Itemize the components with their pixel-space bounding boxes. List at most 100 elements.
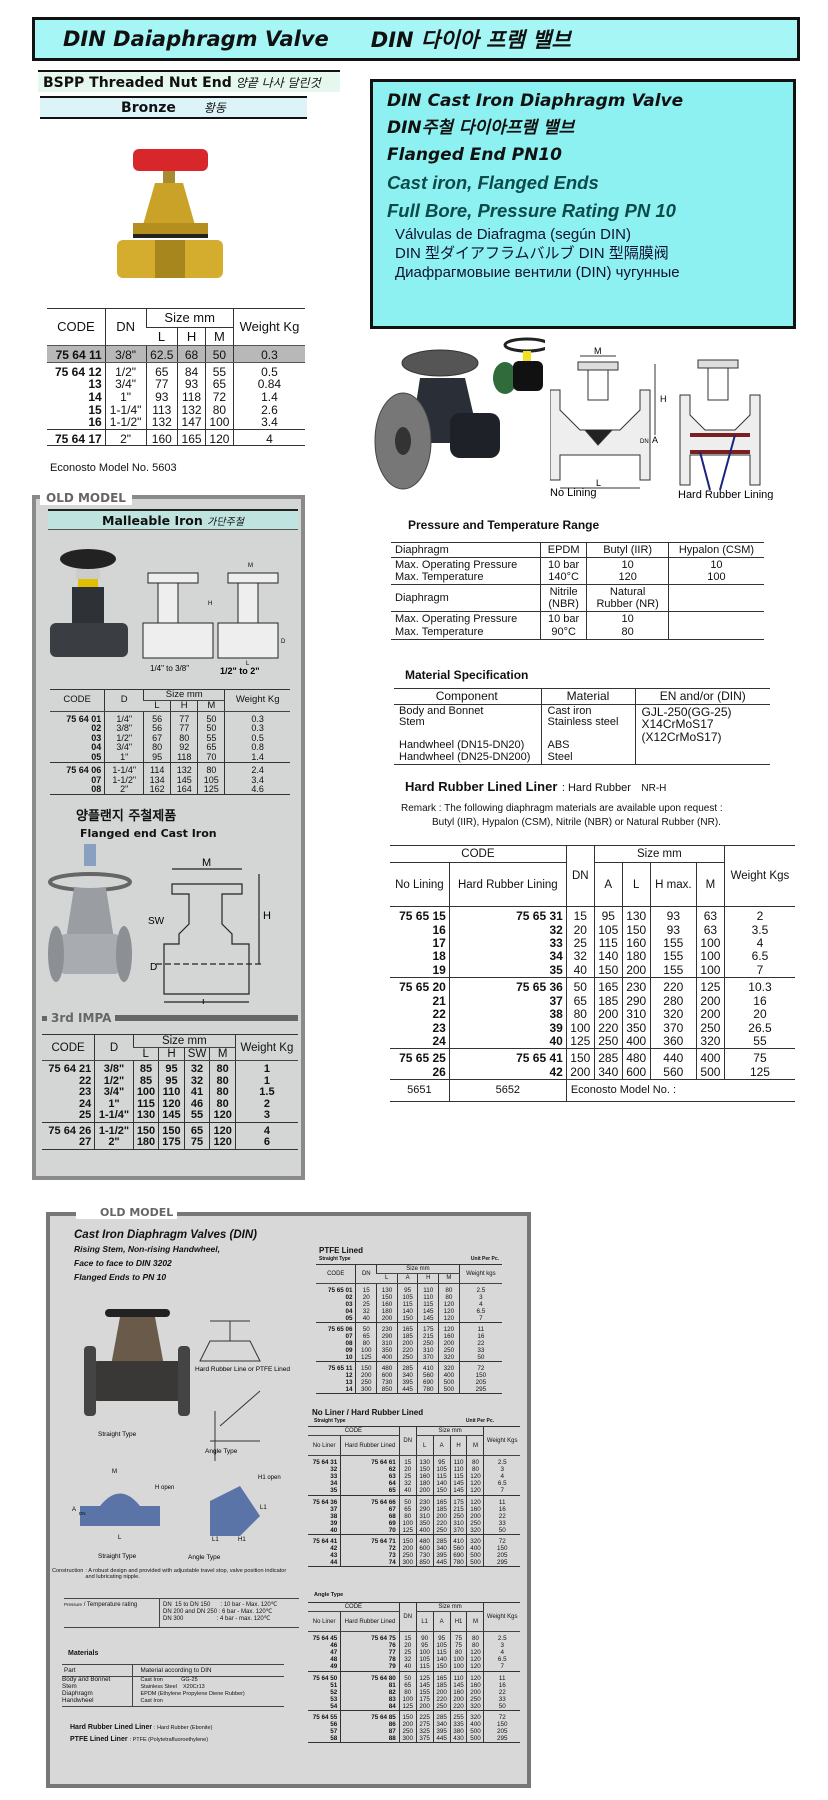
construction-label: Construction [52,1568,84,1574]
code-cell: 57 [330,1727,338,1735]
table-cell: 480 [376,1361,398,1373]
table-cell: 120 [438,1307,460,1315]
dim-dn: DN [79,1511,86,1516]
table-cell: 15 [355,1283,377,1294]
table-cell: 850 [415,1558,434,1567]
table-cell: 95 [158,1060,185,1076]
table-cell: 32 [565,949,595,964]
table-cell: 145 [158,1110,185,1123]
table-row: 08 2" 162 164 125 4.6 [50,784,290,795]
table-cell: 93 [649,906,697,924]
col-h: H [170,700,198,712]
table-cell: 295 [483,1734,520,1743]
table-cell: 175 [415,1695,434,1703]
table-cell: 93 [177,378,206,392]
bronze-model-no: Econosto Model No. 5603 [50,462,177,474]
col-hr: Hard Rubber Lined [340,1435,400,1457]
malleable-valve-images: 1/4" to 3/8" 1/2" to 2" M H D L [50,549,286,676]
code-cell: 34 [448,949,567,964]
table-cell: 110 [449,1466,467,1474]
table-cell: 185 [396,1332,418,1340]
table-cell: 145 [449,1480,467,1488]
construction: Construction: A robust design and provid… [52,1568,292,1580]
table-cell: 4 [483,1473,520,1481]
table-cell: 200 [355,1372,377,1380]
code-cell: 56 [330,1720,338,1728]
table-row: 75 64 17 2" 160 165 120 4 [47,428,305,446]
code-cell: 65 [340,1487,400,1496]
table-cell: 120 [438,1300,460,1308]
table-cell: 445 [396,1386,418,1394]
table-cell: 2" [104,428,146,446]
table-cell: 120 [438,1321,460,1333]
remark: Remark : The following diaphragm materia… [401,803,723,814]
code-cell: 75 65 36 [448,977,567,995]
table-cell: 33 [483,1695,520,1703]
code-cell: 14 [88,390,102,405]
table-row: 48 78 32 105 140 100 120 6.5 [308,1656,520,1664]
bronze-valve-image [117,149,223,278]
code-cell: 22 [78,1074,92,1087]
table-cell: 0.3 [232,345,305,363]
code-cell: 75 64 26 [42,1121,95,1138]
col-l: L [157,328,166,344]
col-weight: Weight Kgs [483,1602,520,1633]
table-cell: 175 [158,1137,185,1150]
dim-l: L [118,1535,122,1541]
table-cell: 80 [209,1060,236,1076]
table-cell: 370 [449,1526,467,1535]
old-model-panel-2: OLD MODEL Cast Iron Diaphragm Valves (DI… [46,1206,531,1788]
col-a: A [593,862,623,908]
dim-dn: DN [640,439,649,445]
table-cell: 160 [376,1300,398,1308]
table-row: 27 2" 180 175 75 120 6 [42,1136,298,1150]
table-cell: 80 [449,1649,467,1657]
code-cell: 13 [88,377,102,392]
table-cell: 100 [449,1663,467,1672]
table-cell: 100 [695,936,725,951]
old2-titles: Cast Iron Diaphragm Valves (DIN) Rising … [74,1228,257,1284]
table-cell: 10 80 [586,611,669,640]
table-row: 21 37 65 185 290 280 200 16 [390,993,795,1009]
table-row: 40 70 125 400 250 370 320 50 [308,1526,520,1535]
table-cell: 295 [458,1386,502,1394]
col-weight: Weight kgs [458,1264,502,1284]
ptfe-table-title: PTFE Lined [319,1246,363,1255]
table-cell: 285 [593,1048,623,1066]
table-cell: 20 [723,1007,795,1022]
table-cell: 50 [197,711,225,725]
table-cell: 95 [432,1455,451,1467]
table-cell: 1.4 [232,391,305,404]
caption-small: 1/4" to 3/8" [150,664,189,673]
code-cell: 27 [78,1136,92,1149]
table-cell: 90 [415,1631,434,1643]
table-cell: 0.3 [224,711,290,725]
table-cell: 1/4" [104,711,144,725]
table-cell: 105 [432,1642,451,1650]
table-cell: 22 [483,1688,520,1696]
table-cell: 125 [723,1065,795,1080]
table-cell: 335 [449,1720,467,1728]
table-cell: 120 [466,1656,484,1664]
table-row: 46 76 20 95 105 75 80 3 [308,1642,520,1650]
table-row: 07 65 290 185 215 160 16 [316,1332,502,1340]
table-cell: 25 [398,1649,417,1657]
table-row: 75 64 26 1-1/2" 150 150 65 120 4 [42,1121,298,1138]
table-cell: 0.8 [224,742,290,753]
table-cell: 80 [209,1098,236,1111]
table-cell: 295 [483,1558,520,1567]
code-cell: 21 [432,993,446,1008]
table-cell: 380 [449,1727,467,1735]
table-cell: 320 [466,1533,484,1545]
col-weight: Weight Kgs [723,845,795,908]
code-cell: 75 64 01 [66,713,102,724]
table-cell: 80 [204,404,234,417]
table-row: 75 64 50 75 64 80 50 125 165 110 120 11 [308,1670,520,1682]
col-m: M [695,862,725,908]
code-cell: 75 65 06 [316,1321,356,1333]
table-cell: 125 [695,977,725,995]
table-cell: 225 [415,1709,434,1721]
table-row: 04 32 180 140 145 120 6.5 [316,1307,502,1315]
col-a: A [396,1273,418,1284]
table-cell: 95 [415,1642,434,1650]
